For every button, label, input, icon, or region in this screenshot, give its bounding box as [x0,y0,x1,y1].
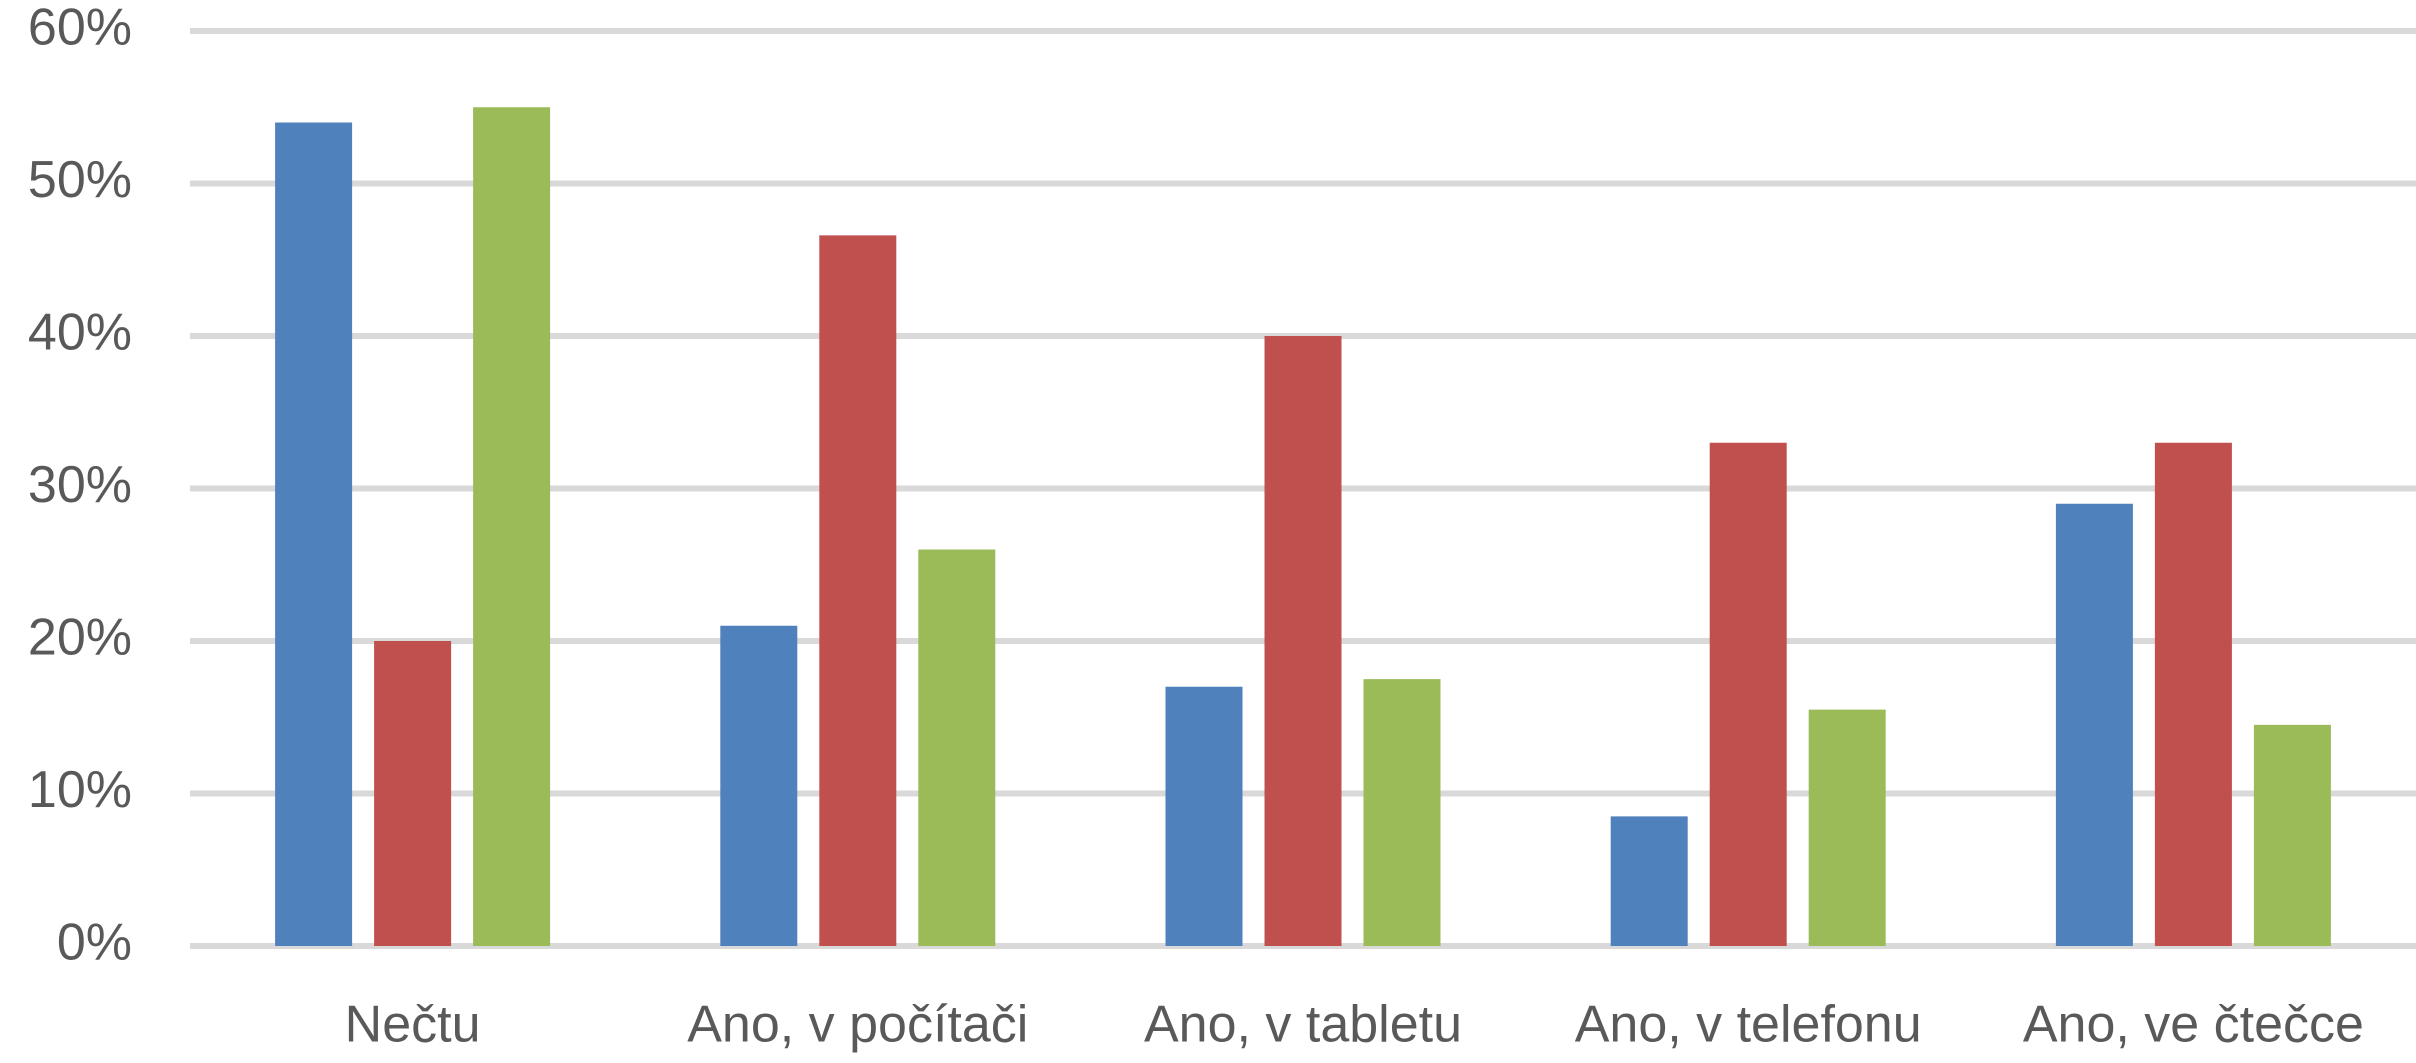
bar [918,549,996,946]
y-tick-label: 50% [28,151,132,209]
y-tick-label: 60% [28,0,132,57]
y-tick-label: 20% [28,609,132,667]
bar [1264,336,1342,946]
x-tick-label: Ano, ve čtečce [2023,996,2364,1054]
x-tick-label: Ano, v telefonu [1575,996,1922,1054]
bar [2253,724,2331,946]
bar [1610,816,1688,946]
bar [2154,442,2232,946]
y-tick-label: 40% [28,304,132,362]
bar [819,235,897,947]
x-tick-label: Nečtu [345,996,481,1054]
bar [374,641,452,946]
y-tick-label: 30% [28,456,132,514]
y-tick-label: 0% [57,914,132,972]
bar [720,625,798,946]
bar [1709,442,1787,946]
x-tick-label: Ano, v tabletu [1144,996,1462,1054]
x-tick-label: Ano, v počítači [687,996,1028,1054]
bar [473,107,551,946]
y-tick-label: 10% [28,761,132,819]
bar [275,122,353,946]
bar [1808,709,1886,946]
bar [2055,503,2133,946]
bar [1363,679,1441,946]
bar [1165,686,1243,946]
